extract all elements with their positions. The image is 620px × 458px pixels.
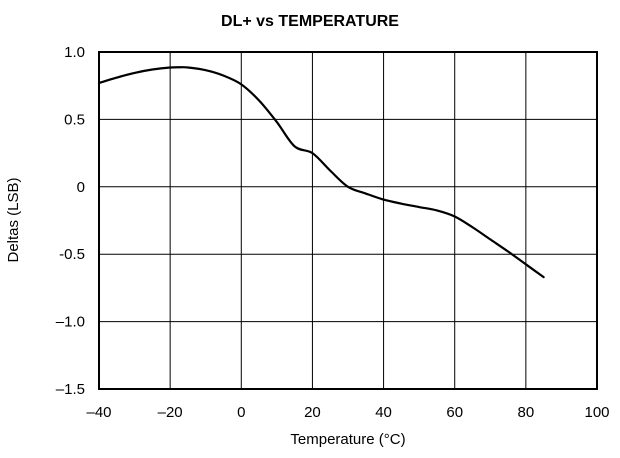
x-tick-label: 80 [518,404,535,421]
chart-title: DL+ vs TEMPERATURE [221,13,399,30]
x-tick-label: 40 [375,404,392,421]
x-axis-ticks: –40 –20 0 20 40 60 80 100 [86,404,609,421]
y-tick-label: 1.0 [64,44,85,61]
x-tick-label: 60 [446,404,463,421]
y-tick-label: -0.5 [59,246,85,263]
y-tick-label: 0.5 [64,111,85,128]
x-tick-label: 20 [304,404,321,421]
x-tick-label: 0 [237,404,245,421]
x-tick-label: –40 [86,404,111,421]
x-tick-label: –20 [158,404,183,421]
y-tick-label: –1.5 [56,381,85,398]
series-line [97,66,545,279]
x-tick-label: 100 [584,404,609,421]
y-axis-ticks: 1.0 0.5 0 -0.5 –1.0 –1.5 [56,44,85,398]
y-axis-label: Deltas (LSB) [5,177,22,262]
plot-frame [98,51,598,390]
grid [98,51,598,390]
y-tick-label: 0 [77,179,85,196]
y-tick-label: –1.0 [56,314,85,331]
x-axis-label: Temperature (°C) [290,431,405,448]
